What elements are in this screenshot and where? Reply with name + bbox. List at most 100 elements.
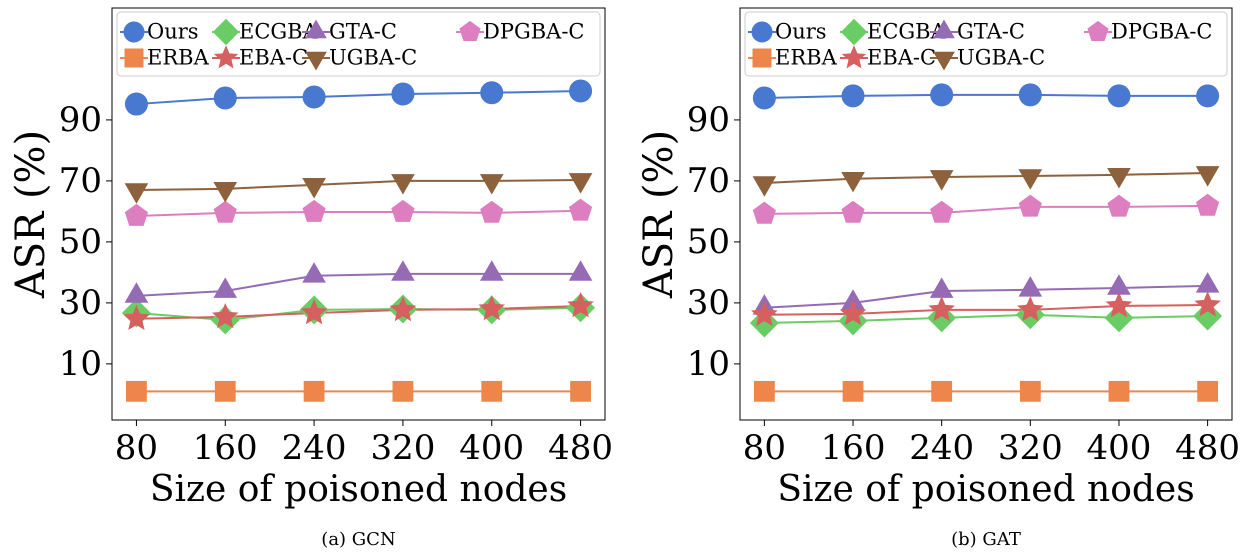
data-point: [930, 83, 954, 107]
data-point: [1019, 380, 1041, 402]
data-point: [752, 201, 776, 224]
legend-label: ERBA: [147, 46, 210, 70]
x-tick-label: 160: [821, 428, 886, 468]
y-tick-label: 70: [59, 161, 102, 201]
series-line: [764, 313, 1208, 325]
data-point: [1107, 274, 1131, 295]
legend-marker: [305, 51, 327, 71]
legend-marker: [305, 19, 327, 39]
series-line: [136, 89, 581, 106]
data-point: [751, 300, 778, 327]
data-point: [391, 260, 415, 281]
data-point: [300, 299, 328, 325]
data-point: [931, 380, 953, 402]
series-line: [136, 306, 581, 321]
data-point: [302, 178, 326, 199]
data-point: [481, 380, 503, 402]
series-line: [764, 204, 1208, 215]
data-point: [1105, 291, 1133, 318]
x-axis-label: Size of poisoned nodes: [150, 469, 567, 510]
data-point: [211, 302, 239, 329]
legend-label: UGBA-C: [329, 46, 417, 70]
data-point: [567, 291, 594, 318]
data-point: [1104, 303, 1134, 333]
data-point: [392, 380, 414, 402]
data-point: [753, 380, 775, 402]
legend-marker: [752, 48, 772, 68]
y-tick-label: 30: [59, 283, 102, 323]
data-point: [1195, 272, 1220, 293]
series-line: [764, 171, 1208, 185]
y-tick-label: 10: [59, 344, 102, 384]
data-point: [479, 260, 504, 281]
data-point: [842, 380, 864, 402]
series-line: [136, 272, 581, 297]
legend-label: GTA-C: [957, 20, 1025, 44]
caption: (b) GAT: [951, 529, 1021, 550]
legend-marker: [840, 18, 868, 46]
data-point: [928, 295, 955, 322]
data-point: [841, 200, 865, 223]
legend-label: ERBA: [775, 46, 838, 70]
data-point: [1107, 84, 1131, 108]
data-point: [391, 82, 415, 106]
data-point: [302, 199, 326, 222]
data-point: [124, 203, 149, 226]
data-point: [1196, 193, 1220, 216]
series-line: [136, 178, 581, 192]
data-point: [478, 295, 506, 321]
data-point: [213, 86, 237, 110]
caption: (a) GCN: [321, 529, 395, 550]
series-line: [764, 93, 1208, 99]
plot-frame: [111, 7, 606, 421]
x-tick-label: 320: [998, 428, 1063, 468]
y-tick-label: 90: [687, 100, 730, 140]
data-point: [1194, 291, 1221, 317]
data-point: [841, 84, 865, 108]
data-point: [1196, 84, 1220, 108]
data-point: [213, 200, 237, 223]
legend-marker: [933, 19, 955, 39]
legend-marker: [212, 18, 240, 46]
y-tick-label: 50: [687, 222, 730, 262]
y-tick-label: 70: [687, 161, 730, 201]
data-point: [124, 183, 149, 204]
data-point: [126, 380, 147, 402]
data-point: [570, 380, 591, 402]
data-point: [302, 85, 326, 109]
y-tick-label: 90: [59, 100, 102, 140]
data-point: [1018, 276, 1043, 297]
legend-label: EBA-C: [867, 46, 936, 70]
legend-marker: [933, 51, 955, 71]
legend-label: DPGBA-C: [483, 20, 585, 44]
data-point: [568, 173, 593, 194]
series-line: [136, 209, 581, 217]
data-point: [391, 199, 415, 222]
x-tick-label: 240: [909, 428, 974, 468]
y-axis-label: ASR (%): [636, 130, 682, 299]
legend-marker: [841, 45, 867, 69]
x-tick-label: 480: [1175, 428, 1240, 468]
data-point: [568, 260, 593, 281]
data-point: [124, 282, 149, 303]
x-tick-label: 240: [282, 428, 347, 468]
series-line: [764, 284, 1208, 309]
data-point: [841, 171, 865, 193]
y-axis-label: ASR (%): [8, 130, 54, 299]
data-point: [1018, 194, 1042, 217]
data-point: [1018, 169, 1043, 190]
data-point: [752, 176, 777, 197]
legend-marker: [213, 45, 239, 69]
data-point: [749, 308, 779, 338]
x-tick-label: 480: [548, 428, 613, 468]
data-point: [389, 295, 417, 322]
data-point: [1193, 301, 1223, 331]
data-point: [213, 277, 238, 298]
legend-marker: [459, 20, 481, 41]
data-point: [124, 92, 148, 116]
y-tick-label: 50: [59, 222, 102, 262]
plot-frame: [739, 7, 1233, 421]
